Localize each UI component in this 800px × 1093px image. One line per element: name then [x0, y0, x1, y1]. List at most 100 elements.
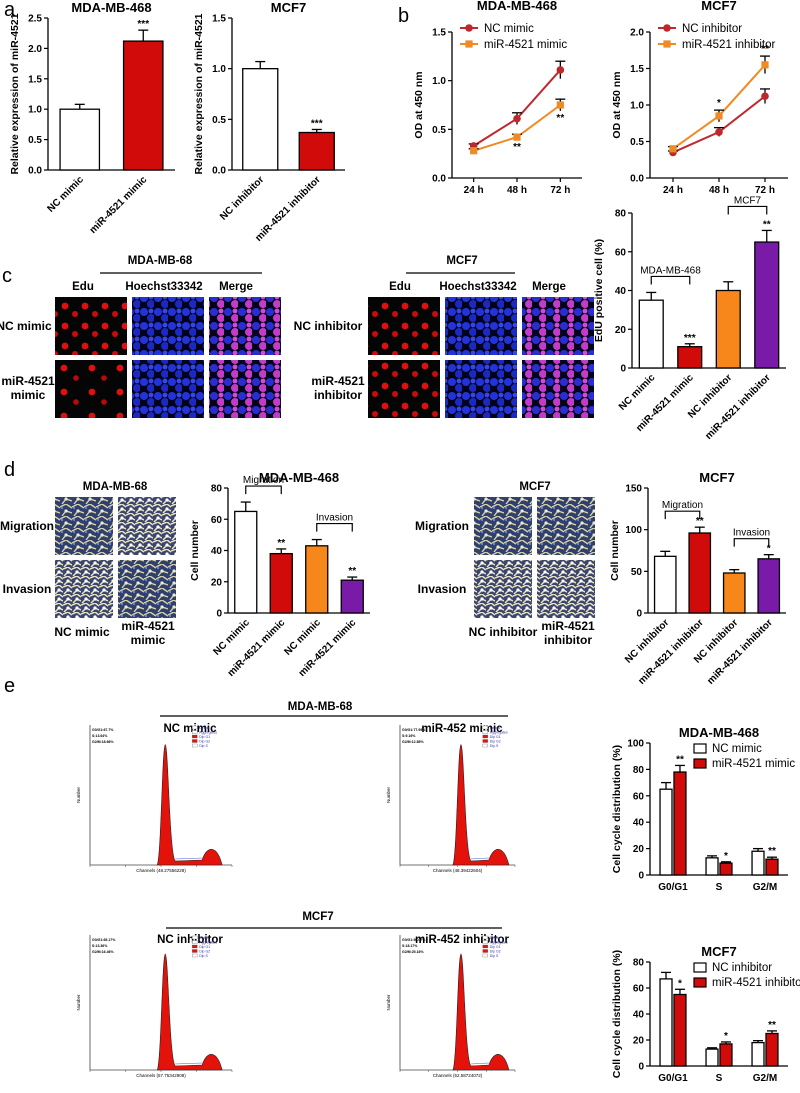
d1-bar: [340, 579, 364, 614]
e2-bar: [705, 1048, 719, 1067]
img-mcf7-nc-merge: [522, 297, 594, 355]
d1-bar: [269, 552, 293, 614]
c-bracket: [650, 275, 691, 285]
flow-cytometry-plots: NC mimic Number Channels (48.27556228) G0/G…: [76, 723, 516, 1078]
flow-stat-text: G0/G1:77.99%: [402, 728, 426, 732]
panel-c-mcf7-col-edu: Edu: [389, 281, 411, 293]
flow-legend-swatch: [192, 953, 198, 958]
d2-bracket: [664, 510, 701, 520]
panel-d-col-nc-mimic: NC mimic: [54, 625, 110, 639]
b1-point: [513, 133, 521, 141]
b2-ytick-label: 2.0: [630, 28, 644, 39]
d2-bar: [722, 572, 746, 614]
c-bar: [638, 299, 664, 369]
a1-ytick-label: 2.0: [28, 44, 42, 55]
b2-point: [715, 112, 723, 120]
flow-legend-label: Debris: [199, 936, 209, 940]
d1-ytick-label: 20: [211, 577, 223, 588]
flow-legend-label: Dip G2: [490, 950, 501, 954]
d2-significance: *: [767, 544, 771, 555]
panel-c-images: MDA-MB-68 Edu Hoechst33342 Merge NC mimi…: [0, 255, 594, 418]
img-mcf7-nc-hoechst: [445, 297, 517, 355]
c-significance: ***: [684, 333, 696, 344]
b1-ytick-label: 1.5: [432, 28, 446, 39]
e2-bar: [673, 993, 687, 1067]
flow-legend-label: Dip G1: [199, 945, 210, 949]
b2-ytick-label: 1.0: [630, 101, 644, 112]
flow-legend-label: Aggregates: [490, 941, 508, 945]
flow-legend-label: Dip S: [199, 954, 208, 958]
c-bar: [754, 241, 780, 369]
a2-category-label: miR-4521 inhibitor: [253, 174, 323, 244]
panel-label-b: b: [398, 5, 409, 27]
b2-legend-marker: [663, 24, 671, 32]
flow-legend-label: Debris: [490, 726, 500, 730]
panel-d-row-invasion: Invasion: [3, 582, 52, 596]
flow-stat-text: S:9.16%: [402, 734, 416, 738]
e2-significance: **: [768, 1020, 776, 1031]
panel-c-mcf7-col-hoechst: Hoechst33342: [439, 281, 516, 293]
e2-significance: *: [724, 1031, 728, 1042]
img-d-mda-mir-migration: [118, 497, 176, 555]
b2-legend-marker: [663, 40, 671, 48]
flow-legend-swatch: [192, 734, 198, 739]
c-bracket-label: MCF7: [734, 195, 762, 206]
img-d-mda-mir-invasion: [118, 560, 176, 618]
a1-ytick-label: 1.0: [28, 105, 42, 116]
e1-category-label: S: [716, 882, 723, 893]
b1-xtick-label: 24 h: [464, 185, 484, 196]
e1-ytick-label: 60: [633, 791, 645, 802]
chart-a-mda-expression: 0.0 0.5 1.0 1.5 2.0 2.5 Relative expression of…: [9, 0, 175, 236]
img-mcf7-mir-merge: [522, 360, 594, 418]
flow-ylabel: Number: [76, 787, 81, 804]
d2-bracket: [733, 538, 770, 547]
flow-histogram: [452, 953, 510, 1071]
e2-bar: [751, 1041, 765, 1067]
d1-ytick-label: 80: [211, 484, 223, 495]
e2-ytick-label: 40: [633, 1010, 645, 1021]
e1-ylabel: Cell cycle distribution (%): [611, 745, 623, 873]
a1-category-label: NC mimic: [45, 174, 86, 215]
e2-title: MCF7: [701, 944, 736, 959]
b1-xtick-label: 72 h: [550, 185, 570, 196]
d2-ytick-label: 150: [625, 484, 642, 495]
e1-significance: **: [676, 754, 684, 765]
b1-significance: **: [513, 142, 521, 153]
chart-b-mcf7-od: 0.0 0.5 1.0 1.5 2.0 OD at 450 nm MCF7 24 h 48 h 7…: [611, 0, 788, 196]
d2-ytick-label: 50: [631, 567, 643, 578]
panel-c-mda-title: MDA-MB-68: [128, 255, 193, 267]
flow-legend-swatch: [482, 725, 488, 730]
flow-legend-swatch: [482, 944, 488, 949]
e2-legend-swatch: [693, 977, 707, 988]
flow-legend-label: Dip G1: [490, 735, 501, 739]
e2-bar: [719, 1043, 733, 1067]
b2-ytick-label: 1.5: [630, 64, 644, 75]
panel-c-row-mir-mimic-1: miR-4521: [1, 374, 55, 388]
e2-ytick-label: 80: [633, 958, 645, 969]
b2-significance: **: [761, 44, 769, 55]
e2-ytick-label: 60: [633, 984, 645, 995]
panel-d-col-mir-mimic-2: mimic: [131, 633, 166, 647]
b1-ytick-label: 0.5: [432, 125, 446, 136]
e2-bar: [659, 978, 673, 1067]
flow-stat-text: G2/M:18.66%: [92, 740, 114, 744]
img-d-mda-nc-migration: [55, 497, 113, 555]
a2-ylabel: Relative expression of miR-4521: [193, 13, 205, 174]
d2-bracket-label: Invasion: [733, 528, 770, 539]
e2-ylabel: Cell cycle distribution (%): [611, 950, 623, 1078]
panel-c-row-mir-inhibitor-2: inhibitor: [314, 388, 362, 402]
e1-bar: [705, 857, 719, 876]
b1-ytick-label: 0.0: [432, 174, 446, 185]
flow-legend-swatch: [192, 935, 198, 940]
d2-ytick-label: 100: [625, 525, 642, 536]
b2-ytick-label: 0.5: [630, 137, 644, 148]
panel-d-mcf7-row-migration: Migration: [415, 519, 469, 533]
b2-significance: *: [717, 98, 721, 109]
panel-c-col-edu: Edu: [72, 281, 94, 293]
e1-category-label: G2/M: [753, 882, 777, 893]
e2-category-label: G2/M: [753, 1073, 777, 1084]
chart-e-mda-cellcycle: 0 20 40 60 80 100 Cell cycle distribution (%) M…: [611, 725, 795, 893]
flow-legend-label: Aggregates: [199, 731, 217, 735]
